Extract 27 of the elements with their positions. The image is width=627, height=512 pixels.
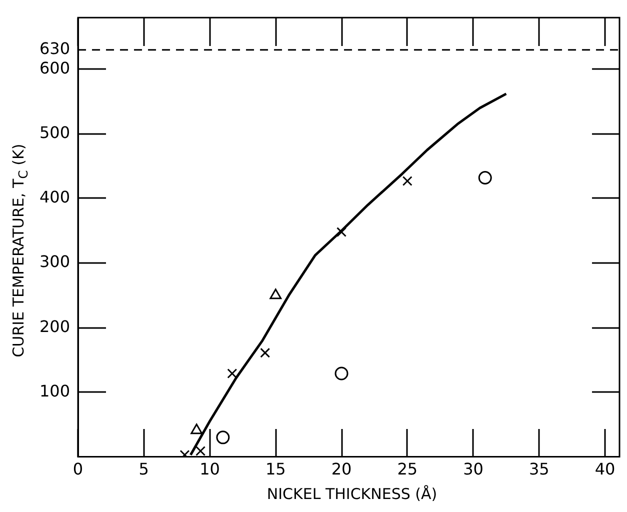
x-tick-label: 40 [594,460,616,479]
x-tick-label: 0 [72,460,84,479]
point [190,424,203,434]
point [402,176,412,186]
x-axis-title: NICKEL THICKNESS (Å) [266,485,438,503]
x-tick-label: 15 [265,460,286,479]
x-tick-label: 35 [528,460,550,479]
point [216,430,230,444]
point [196,446,206,456]
y-tick-label: 100 [39,381,70,400]
point [270,288,282,300]
y-tick-label: 300 [39,252,70,272]
point [336,227,346,238]
x-tick-label: 25 [397,460,418,479]
y-tick-label: 200 [39,316,70,336]
y-tick-label: 400 [39,188,70,207]
y-tick-label: 600 [39,58,70,78]
y-tick-label: 500 [39,123,70,142]
x-tick-label: 10 [200,460,220,479]
ref-line-label: 630 [39,39,70,58]
point [227,368,238,378]
x-tick-label: 30 [463,460,484,479]
x-tick-label: 20 [331,460,352,479]
point [334,366,348,380]
x-tick-label: 5 [138,460,149,479]
point [260,348,270,358]
point [478,171,492,185]
